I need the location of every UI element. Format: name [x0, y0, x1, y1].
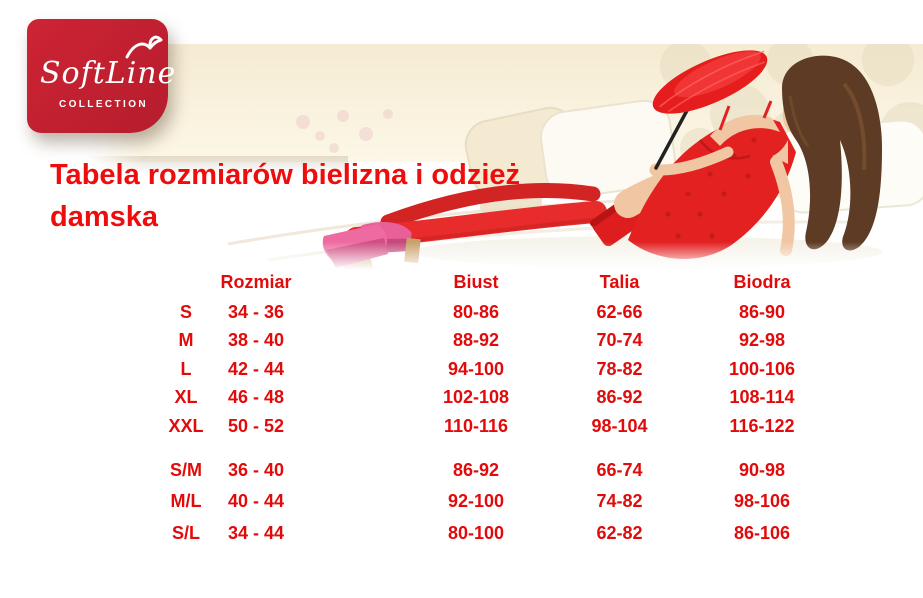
cell-measurement: 62-66 [596, 301, 643, 322]
cell-measurement: 108-114 [729, 387, 795, 408]
cell-measurement: 34 - 36 [227, 301, 285, 322]
size-table: Rozmiar Biust Talia Biodra S 34 - 36 80-86 62-6… [160, 266, 835, 549]
banner-photo [88, 44, 923, 270]
cell-measurement: 116-122 [729, 415, 795, 436]
table-row: L 42 - 44 94-100 78-82 100-106 [160, 355, 835, 384]
cell-size-label: XL [174, 387, 198, 408]
cell-measurement: 92-100 [447, 491, 505, 512]
cell-measurement: 86-92 [596, 387, 643, 408]
header-4: Biodra [733, 271, 791, 292]
table-row: S/L 34 - 44 80-100 62-82 86-106 [160, 518, 835, 550]
cell-size-label: S [179, 301, 192, 322]
feather [652, 50, 768, 114]
cell-measurement: 70-74 [596, 330, 643, 351]
page-title: Tabela rozmiarów bielizna i odzież damsk… [50, 159, 521, 233]
brand-name: SoftLine [40, 56, 177, 91]
cell-measurement: 90-98 [738, 459, 786, 480]
cell-measurement: 66-74 [596, 459, 643, 480]
cell-measurement: 78-82 [596, 358, 643, 379]
table-row: S/M 36 - 40 86-92 66-74 90-98 [160, 455, 835, 487]
cell-measurement: 50 - 52 [227, 415, 285, 436]
table-header-row: Rozmiar Biust Talia Biodra [160, 266, 835, 298]
cell-size-label: M [178, 330, 194, 351]
header-2: Biust [453, 271, 499, 292]
table-row: XXL 50 - 52 110-116 98-104 116-122 [160, 412, 835, 441]
cell-measurement: 46 - 48 [227, 387, 285, 408]
cell-measurement: 88-92 [452, 330, 500, 351]
table-group-gap [160, 441, 835, 455]
cell-size-label: S/L [171, 522, 200, 543]
bird-icon [125, 35, 163, 59]
cell-measurement: 102-108 [442, 387, 510, 408]
cell-measurement: 42 - 44 [227, 358, 285, 379]
cell-measurement: 80-86 [452, 301, 500, 322]
cell-size-label: M/L [170, 491, 202, 512]
table-row: XL 46 - 48 102-108 86-92 108-114 [160, 384, 835, 413]
cell-measurement: 98-106 [733, 491, 791, 512]
cell-measurement: 38 - 40 [227, 330, 285, 351]
brand-logo: SoftLine COLLECTION [27, 19, 175, 133]
header-3: Talia [599, 271, 640, 292]
table-row: M 38 - 40 88-92 70-74 92-98 [160, 327, 835, 356]
cell-measurement: 40 - 44 [227, 491, 285, 512]
cell-measurement: 94-100 [447, 358, 505, 379]
cell-measurement: 80-100 [447, 522, 505, 543]
cell-measurement: 36 - 40 [227, 459, 285, 480]
cell-measurement: 100-106 [728, 358, 796, 379]
cell-measurement: 92-98 [738, 330, 786, 351]
cell-measurement: 110-116 [443, 415, 509, 436]
cell-measurement: 86-92 [452, 459, 500, 480]
cell-size-label: S/M [169, 459, 202, 480]
cell-measurement: 74-82 [596, 491, 643, 512]
cell-measurement: 86-90 [738, 301, 786, 322]
header-1: Rozmiar [220, 271, 292, 292]
cell-measurement: 98-104 [591, 415, 648, 436]
cell-measurement: 62-82 [596, 522, 643, 543]
cell-measurement: 34 - 44 [227, 522, 285, 543]
cell-size-label: XXL [168, 415, 204, 436]
brand-subtitle: COLLECTION [59, 99, 148, 110]
table-row: M/L 40 - 44 92-100 74-82 98-106 [160, 486, 835, 518]
cell-size-label: L [180, 358, 192, 379]
table-row: S 34 - 36 80-86 62-66 86-90 [160, 298, 835, 327]
cell-measurement: 86-106 [733, 522, 791, 543]
